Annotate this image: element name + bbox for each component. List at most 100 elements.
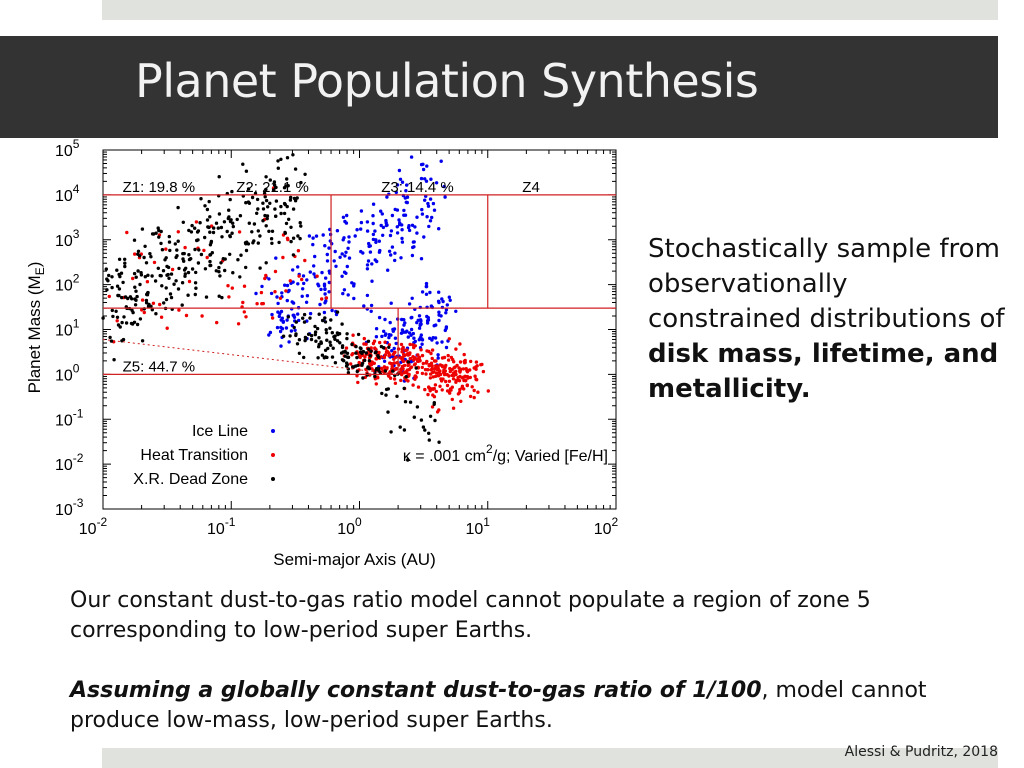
data-point: [299, 224, 303, 228]
data-point: [166, 265, 171, 270]
data-point: [217, 294, 221, 298]
y-tick-exponent: -1: [73, 406, 84, 420]
data-point: [447, 337, 451, 341]
data-point: [252, 222, 257, 226]
data-point: [394, 366, 398, 371]
data-point: [388, 233, 393, 238]
data-point: [355, 369, 359, 374]
data-point: [190, 223, 194, 228]
data-point: [372, 339, 377, 343]
data-point: [256, 229, 260, 233]
data-point: [293, 328, 297, 332]
data-point: [434, 323, 438, 327]
data-point: [409, 316, 413, 320]
data-point: [427, 364, 431, 368]
data-point: [121, 337, 126, 342]
data-point: [394, 190, 398, 195]
data-point: [403, 196, 407, 200]
data-point: [451, 377, 456, 381]
data-point: [333, 334, 337, 338]
data-point: [378, 340, 382, 345]
data-point: [430, 215, 434, 220]
data-point: [184, 313, 189, 318]
data-point: [288, 334, 292, 338]
data-point: [433, 418, 437, 423]
data-point: [281, 255, 285, 260]
data-point: [390, 245, 395, 249]
data-point: [440, 388, 444, 392]
data-point: [297, 318, 301, 323]
data-point: [381, 225, 386, 230]
data-point: [182, 268, 187, 272]
data-point: [413, 374, 417, 379]
data-point: [296, 249, 301, 253]
data-point: [123, 261, 127, 265]
data-point: [320, 270, 324, 275]
data-point: [156, 266, 160, 270]
data-point: [146, 290, 150, 295]
data-point: [263, 213, 267, 218]
data-point: [374, 348, 378, 352]
data-point: [138, 317, 143, 321]
data-point: [150, 308, 154, 312]
data-point: [135, 294, 139, 299]
data-point: [358, 350, 363, 354]
data-point: [217, 265, 221, 270]
data-point: [383, 317, 387, 322]
data-point: [437, 227, 441, 231]
data-point: [439, 159, 443, 163]
data-point: [371, 221, 375, 226]
data-point: [295, 196, 299, 200]
data-point: [354, 344, 358, 349]
data-point: [385, 195, 389, 199]
data-point: [416, 385, 421, 389]
data-point: [212, 226, 216, 230]
data-point: [246, 187, 251, 191]
data-point: [268, 330, 273, 335]
data-point: [410, 296, 414, 300]
data-point: [347, 256, 352, 260]
data-point: [217, 175, 221, 179]
y-tick-exponent: 4: [73, 182, 80, 196]
data-point: [416, 353, 420, 357]
data-point: [431, 336, 435, 340]
data-point: [402, 371, 406, 375]
data-point: [434, 359, 438, 363]
y-tick-exponent: -2: [73, 451, 84, 465]
data-point: [458, 342, 462, 346]
data-point: [422, 235, 426, 239]
data-point: [409, 327, 414, 332]
data-point: [170, 267, 175, 272]
data-point: [359, 249, 363, 254]
data-point: [409, 365, 414, 369]
data-point: [424, 284, 429, 289]
x-tick-exponent: -2: [97, 515, 108, 529]
data-point: [430, 348, 435, 352]
data-point: [328, 340, 332, 344]
data-point: [466, 376, 470, 380]
data-point: [202, 248, 206, 253]
data-point: [120, 295, 124, 300]
data-point: [210, 251, 214, 255]
data-point: [365, 267, 370, 271]
data-point: [136, 249, 141, 253]
data-point: [270, 241, 274, 245]
data-point: [145, 280, 150, 284]
data-point: [247, 221, 251, 225]
data-point: [231, 221, 235, 225]
data-point: [436, 364, 440, 368]
data-point: [315, 274, 319, 278]
data-point: [187, 279, 192, 284]
data-point: [405, 368, 410, 372]
series-x-r-dead-zone: [101, 153, 441, 462]
data-point: [386, 268, 390, 272]
data-point: [147, 302, 151, 307]
data-point: [341, 238, 345, 242]
data-point: [317, 284, 321, 288]
data-point: [186, 270, 191, 275]
data-point: [437, 290, 441, 294]
data-point: [307, 234, 312, 238]
data-point: [279, 309, 284, 314]
data-point: [323, 244, 327, 248]
data-point: [346, 246, 350, 250]
